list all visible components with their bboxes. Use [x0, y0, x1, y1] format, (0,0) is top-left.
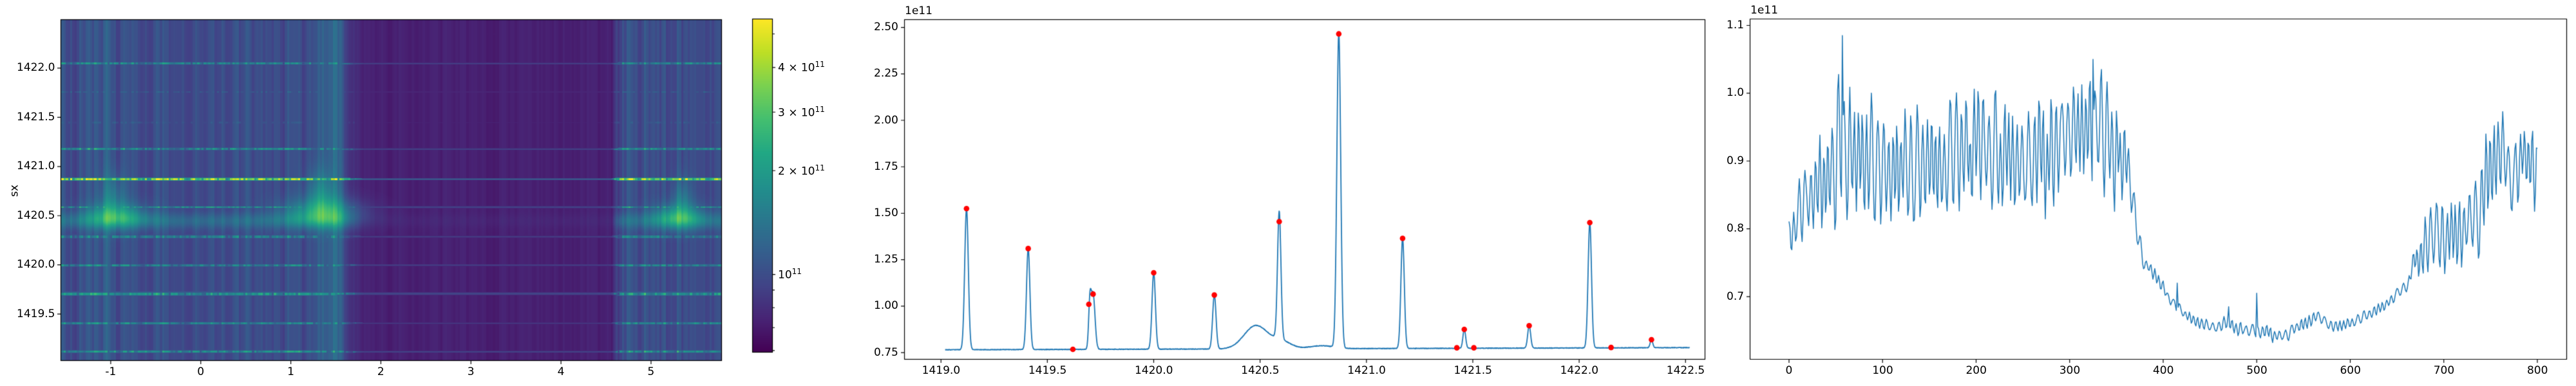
spectrum-ytick-label: 1.25 — [874, 253, 898, 266]
timeseries-ytick-label: 0.8 — [1727, 222, 1745, 235]
timeseries-xtick-label: 800 — [2526, 364, 2548, 377]
heatmap-xtick-label: 4 — [557, 365, 565, 378]
timeseries-xtick-label: 700 — [2433, 364, 2455, 377]
timeseries-xtick-label: 600 — [2340, 364, 2361, 377]
heatmap-ytick-label: 1420.5 — [17, 208, 55, 222]
timeseries-ytick-label: 1.0 — [1727, 86, 1745, 100]
spectrum-xtick-label: 1421.0 — [1347, 364, 1386, 377]
heatmap-ytick-label: 1421.0 — [17, 160, 55, 173]
heatmap-ytick-label: 1422.0 — [17, 61, 55, 75]
colorbar-tick-label: 2 × 1011 — [778, 163, 825, 178]
timeseries-xtick-label: 500 — [2246, 364, 2268, 377]
colorbar-tick-label: 4 × 1011 — [778, 60, 825, 75]
spectrum-ytick-label: 0.75 — [874, 345, 898, 359]
timeseries-xtick-label: 0 — [1785, 364, 1793, 377]
timeseries-ytick-label: 0.7 — [1727, 290, 1745, 303]
spectrum-ytick-label: 2.00 — [874, 113, 898, 127]
timeseries-ytick-label: 0.9 — [1727, 154, 1745, 167]
spectrum-xtick-label: 1419.5 — [1028, 364, 1067, 377]
spectrum-ytick-label: 1.50 — [874, 206, 898, 219]
heatmap-xtick-label: -1 — [105, 365, 117, 378]
spectrum-xtick-label: 1422.5 — [1666, 364, 1705, 377]
spectrum-xtick-label: 1420.0 — [1134, 364, 1173, 377]
heatmap-xtick-label: 5 — [647, 365, 655, 378]
spectrum-ytick-label: 1.75 — [874, 160, 898, 173]
spectrum-xtick-label: 1421.5 — [1454, 364, 1492, 377]
heatmap-ytick-label: 1419.5 — [17, 307, 55, 320]
spectrum-xtick-label: 1420.5 — [1241, 364, 1280, 377]
timeseries-xtick-label: 300 — [2059, 364, 2081, 377]
heatmap-ytick-label: 1420.0 — [17, 258, 55, 271]
heatmap-xtick-label: 2 — [377, 365, 384, 378]
timeseries-xtick-label: 400 — [2152, 364, 2174, 377]
timeseries-xtick-label: 200 — [1965, 364, 1987, 377]
colorbar-tick-label: 1011 — [778, 267, 802, 282]
timeseries-offset-label: 1e11 — [1750, 4, 1778, 17]
colorbar-tick-label: 3 × 1011 — [778, 104, 825, 120]
heatmap-y-axis-label: sx — [8, 185, 21, 197]
spectrum-ytick-label: 2.25 — [874, 67, 898, 80]
heatmap-ytick-label: 1421.5 — [17, 110, 55, 124]
spectrum-xtick-label: 1422.0 — [1560, 364, 1599, 377]
spectrum-offset-label: 1e11 — [905, 5, 933, 17]
spectrum-ytick-label: 1.00 — [874, 299, 898, 313]
timeseries-ytick-label: 1.1 — [1727, 18, 1745, 32]
heatmap-xtick-label: 0 — [197, 365, 205, 378]
spectrum-ytick-label: 2.50 — [874, 21, 898, 34]
heatmap-xtick-label: 3 — [467, 365, 475, 378]
timeseries-xtick-label: 100 — [1872, 364, 1893, 377]
heatmap-xtick-label: 1 — [287, 365, 294, 378]
spectrum-xtick-label: 1419.0 — [922, 364, 961, 377]
